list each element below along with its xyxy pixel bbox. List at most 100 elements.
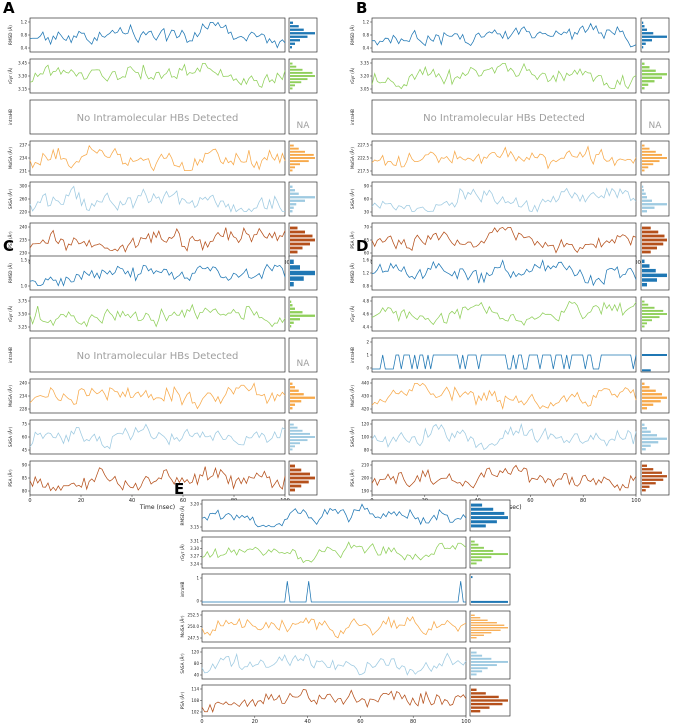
y-tick-label: 85 (22, 475, 28, 480)
hist-bar (290, 160, 309, 163)
panel-label: C (3, 237, 14, 255)
x-tick-label: 40 (129, 498, 135, 504)
hist-bar (471, 657, 492, 660)
hist-bar (290, 199, 305, 202)
y-tick-label: 190 (361, 488, 369, 493)
hist-bar (290, 206, 294, 209)
hist-bar (471, 600, 508, 603)
y-tick-label: 3.25 (18, 324, 27, 329)
hist-frame (288, 181, 318, 217)
y-tick-label: 4.4 (363, 324, 370, 329)
y-tick-label: 0.8 (363, 32, 370, 37)
hist-frame (640, 17, 670, 53)
hist-bar (642, 234, 665, 238)
hist-bar (290, 246, 303, 250)
hist-bar (642, 309, 664, 312)
hist-bar (642, 163, 654, 166)
series-line-molsa (371, 145, 637, 170)
hist-bar (642, 147, 650, 150)
y-axis-label: intraHB (8, 347, 13, 363)
y-tick-label: 217.5 (358, 168, 370, 173)
hist-bar (642, 485, 650, 488)
plot-frame (29, 296, 286, 332)
y-tick-label: 65 (364, 237, 370, 242)
hist-bar (642, 192, 646, 195)
plot-frame (29, 460, 286, 496)
y-tick-label: 80 (194, 661, 200, 666)
hist-bar (290, 484, 302, 488)
na-label: NA (297, 121, 311, 131)
no-hb-message: No Intramolecular HBs Detected (77, 351, 239, 362)
series-line-sasa (29, 423, 286, 450)
row-molsa: MolSA (Å²)252.5 250.0 247.5 (180, 610, 511, 643)
hist-bar (642, 273, 667, 278)
y-tick-label: 220 (19, 209, 27, 214)
hist-bar (290, 445, 295, 448)
y-axis-label: PSA (Å²) (350, 469, 355, 487)
y-tick-label: 3.15 (190, 524, 199, 529)
series-line-psa (371, 464, 637, 492)
y-tick-label: 235 (19, 237, 27, 242)
y-tick-label: 440 (361, 380, 369, 385)
row-molsa: MolSA (Å²) 237 234 231 (8, 140, 318, 176)
hist-bar (290, 196, 315, 199)
hist-frame (640, 58, 670, 94)
row-molsa: MolSA (Å²) 440 430 420 (350, 378, 670, 414)
hist-bar (471, 520, 497, 524)
hist-bar (642, 150, 656, 153)
y-tick-label: 247.5 (188, 635, 200, 640)
y-tick-label: 3.31 (190, 538, 199, 543)
hist-bar (290, 144, 294, 147)
y-tick-label: 222.5 (358, 155, 370, 160)
plot-frame (29, 17, 286, 53)
y-axis-label: MolSA (Å²) (350, 147, 355, 169)
hist-bar (290, 472, 310, 476)
y-axis-label: MolSA (Å²) (8, 147, 13, 169)
hist-bar (290, 42, 295, 45)
hist-bar (642, 35, 667, 38)
series-line-molsa (29, 144, 286, 172)
x-tick-label: 60 (527, 498, 533, 504)
hist-bar (290, 250, 298, 254)
hist-bar (642, 210, 647, 213)
y-tick-label: 250.0 (188, 624, 200, 629)
hist-bar (290, 238, 315, 242)
hist-bar (471, 710, 481, 713)
hist-bar (471, 516, 508, 520)
hist-bar (642, 403, 654, 406)
hist-bar (642, 319, 652, 322)
y-tick-label: 60 (364, 250, 370, 255)
hist-bar (290, 396, 315, 399)
plot-frame (371, 460, 637, 496)
y-tick-label: 3.05 (360, 86, 369, 91)
y-tick-label: 100 (361, 434, 369, 439)
hist-bar (471, 702, 503, 706)
hist-bar (642, 62, 645, 65)
hist-bar (290, 321, 294, 324)
series-line-rgyr (371, 300, 637, 326)
plot-frame (201, 647, 467, 680)
hist-bar (642, 28, 647, 31)
plot-frame (29, 58, 286, 94)
hist-bar (471, 667, 488, 670)
x-axis-label: Time (nsec) (139, 504, 175, 511)
y-axis-label: SASA (Å²) (180, 653, 185, 674)
y-tick-label: 3.20 (190, 501, 199, 506)
hist-bar (471, 624, 505, 626)
hist-bar (642, 322, 647, 325)
y-tick-label: 3.24 (190, 561, 199, 566)
y-axis-label: rGyr (Å) (180, 544, 185, 561)
y-tick-label: 3.35 (360, 60, 369, 65)
hist-bar (290, 169, 293, 172)
hist-bar (471, 617, 481, 619)
plot-frame (29, 99, 286, 135)
y-axis-label: MolSA (Å²) (8, 385, 13, 407)
y-axis-label: RMSD (Å) (180, 505, 185, 525)
row-rgyr: rGyr (Å) 4.8 4.6 4.4 (350, 296, 670, 332)
series-line-molsa (201, 615, 467, 639)
row-psa: PSA (Å²)240235230020406080100Time (nsec) (8, 222, 318, 273)
hist-bar (471, 503, 483, 507)
y-tick-label: 70 (364, 224, 370, 229)
hist-bar (290, 307, 295, 310)
hist-bar (290, 311, 303, 314)
